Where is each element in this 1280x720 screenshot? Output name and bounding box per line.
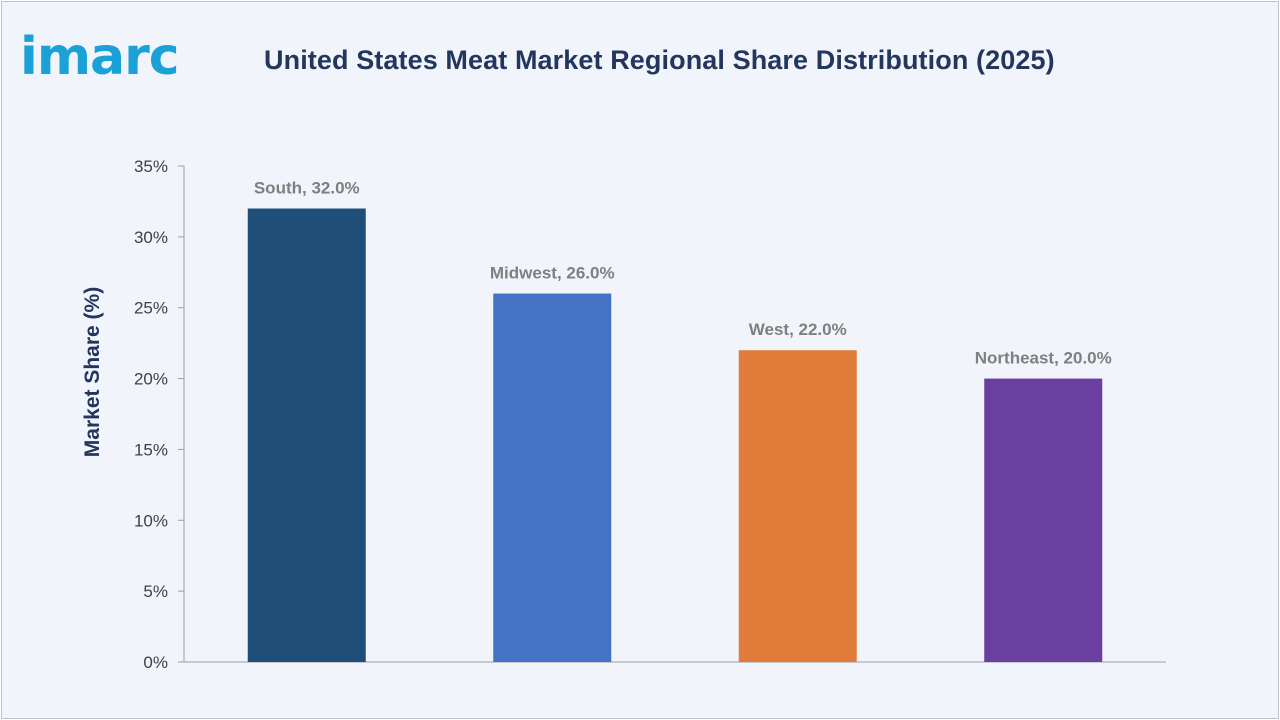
data-label-midwest: Midwest, 26.0% [490, 264, 615, 283]
y-tick-label: 5% [143, 582, 168, 601]
bars [247, 208, 1103, 662]
y-tick-label: 30% [134, 228, 168, 247]
bar-northeast [984, 378, 1103, 662]
imarc-logo-mark: imarc [20, 27, 180, 87]
bar-west [738, 350, 857, 662]
y-tick-label: 15% [134, 440, 168, 459]
y-tick-label: 25% [134, 299, 168, 318]
y-axis-label-group: Market Share (%) [81, 287, 104, 457]
imarc-logo-text: imarc [20, 27, 179, 82]
y-tick-label: 20% [134, 370, 168, 389]
imarc-logo: imarc [20, 16, 205, 87]
y-axis-label: Market Share (%) [81, 287, 104, 457]
bar-south [247, 208, 366, 662]
chart-title: United States Meat Market Regional Share… [264, 45, 1055, 75]
y-tick-label: 0% [143, 653, 168, 672]
data-label-west: West, 22.0% [749, 320, 847, 339]
data-label-south: South, 32.0% [254, 179, 360, 198]
bar-midwest [493, 293, 612, 662]
data-label-northeast: Northeast, 20.0% [975, 349, 1112, 368]
data-labels: South, 32.0% Midwest, 26.0% West, 22.0% Nor… [254, 179, 1112, 368]
y-tick-label: 35% [134, 157, 168, 176]
y-tick-label: 10% [134, 511, 168, 530]
y-axis: 0% 5% 10% 15% 20% 25% 30% 35% [134, 157, 185, 672]
